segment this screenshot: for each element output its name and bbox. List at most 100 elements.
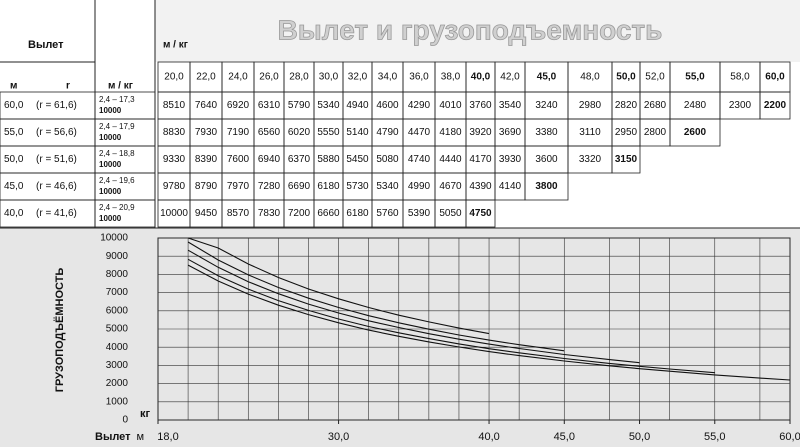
value: 4140 <box>499 181 522 192</box>
row-cell <box>94 199 156 228</box>
value: 4390 <box>469 181 492 192</box>
column-label: 24,0 <box>228 72 248 83</box>
value-cell <box>611 145 641 174</box>
load-curve <box>187 241 565 352</box>
boom-length: 50,0 <box>4 154 24 165</box>
value: 3240 <box>535 100 558 111</box>
x-unit: м <box>136 431 144 443</box>
value: 2950 <box>615 127 638 138</box>
value: 2820 <box>615 100 638 111</box>
value: 6310 <box>258 100 281 111</box>
value: 6690 <box>288 181 311 192</box>
boom-length: 45,0 <box>4 181 24 192</box>
unit-m: м <box>10 81 17 92</box>
radius: (r = 51,6) <box>36 154 77 165</box>
title-background <box>155 0 800 62</box>
y-tick-label: 0 <box>122 415 128 426</box>
value: 4180 <box>439 127 462 138</box>
value: 8390 <box>195 154 218 165</box>
x-tick-label: 60,0 <box>779 431 800 443</box>
value: 3930 <box>499 154 522 165</box>
value: 3600 <box>535 154 558 165</box>
value: 2480 <box>684 100 707 111</box>
value: 4170 <box>469 154 492 165</box>
chart-background <box>0 228 800 447</box>
max-load: 10000 <box>99 160 122 169</box>
unit-top: м / кг <box>163 40 188 51</box>
column-label: 38,0 <box>441 72 461 83</box>
radius: (r = 46,6) <box>36 181 77 192</box>
value: 6370 <box>288 154 311 165</box>
y-tick-label: 7000 <box>106 287 129 298</box>
value: 5790 <box>288 100 311 111</box>
value-cell <box>524 172 569 201</box>
max-load: 10000 <box>99 187 122 196</box>
value: 5730 <box>346 181 369 192</box>
range: 2,4 – 17,3 <box>99 95 135 104</box>
y-tick-label: 1000 <box>106 396 129 407</box>
load-curve <box>187 258 715 374</box>
y-tick-label: 10000 <box>100 233 128 244</box>
x-tick-label: 50,0 <box>629 431 650 443</box>
value: 9330 <box>163 154 186 165</box>
value: 5140 <box>346 127 369 138</box>
radius: (r = 41,6) <box>36 208 77 219</box>
x-label: Вылет <box>95 431 131 443</box>
value: 6560 <box>258 127 281 138</box>
value: 8790 <box>195 181 218 192</box>
value: 7200 <box>288 208 311 219</box>
column-label: 28,0 <box>289 72 309 83</box>
value: 3320 <box>579 154 602 165</box>
y-tick-label: 8000 <box>106 269 129 280</box>
value: 2800 <box>644 127 667 138</box>
max-load: 10000 <box>99 133 122 142</box>
value: 5760 <box>376 208 399 219</box>
column-label: 48,0 <box>580 72 600 83</box>
value: 4470 <box>408 127 431 138</box>
x-tick-label: 40,0 <box>478 431 499 443</box>
value: 6940 <box>258 154 281 165</box>
value: 3920 <box>469 127 492 138</box>
value: 6660 <box>317 208 340 219</box>
range: 2,4 – 17,9 <box>99 122 135 131</box>
unit-left: м / кг <box>108 81 133 92</box>
value: 2600 <box>684 127 707 138</box>
value: 7970 <box>227 181 250 192</box>
y-unit: кг <box>140 408 151 420</box>
value: 6920 <box>227 100 250 111</box>
value: 4940 <box>346 100 369 111</box>
value: 4670 <box>439 181 462 192</box>
column-label: 40,0 <box>471 72 491 83</box>
column-label: 30,0 <box>319 72 339 83</box>
column-label: 55,0 <box>685 72 705 83</box>
value: 6180 <box>346 208 369 219</box>
value: 4740 <box>408 154 431 165</box>
value: 2200 <box>764 100 787 111</box>
boom-length: 55,0 <box>4 127 24 138</box>
value: 7190 <box>227 127 250 138</box>
x-tick-label: 55,0 <box>704 431 725 443</box>
value: 2980 <box>579 100 602 111</box>
column-label: 20,0 <box>164 72 184 83</box>
value: 5390 <box>408 208 431 219</box>
value: 10000 <box>160 208 188 219</box>
y-tick-label: 4000 <box>106 342 129 353</box>
boom-length: 40,0 <box>4 208 24 219</box>
load-curve <box>187 237 490 335</box>
y-tick-label: 9000 <box>106 251 129 262</box>
value: 4790 <box>376 127 399 138</box>
radius: (r = 56,6) <box>36 127 77 138</box>
radius: (r = 61,6) <box>36 100 77 111</box>
y-label: ГРУЗОПОДЪЁМНОСТЬ <box>53 268 66 393</box>
column-label: 58,0 <box>730 72 750 83</box>
value: 2680 <box>644 100 667 111</box>
corner: Вылет <box>28 39 64 51</box>
load-curve <box>187 249 640 364</box>
title: Вылет и грузоподъемность <box>278 14 663 45</box>
value: 8510 <box>163 100 186 111</box>
value: 4600 <box>376 100 399 111</box>
boom-length: 60,0 <box>4 100 24 111</box>
value: 5880 <box>317 154 340 165</box>
value: 8830 <box>163 127 186 138</box>
